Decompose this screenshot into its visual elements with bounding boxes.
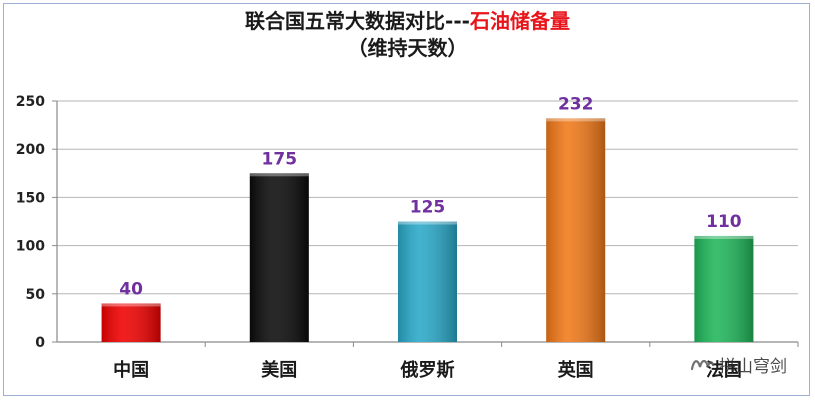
chart-title-highlight: 石油储备量 bbox=[469, 9, 570, 33]
y-tick-label: 50 bbox=[26, 287, 46, 303]
bars bbox=[101, 118, 754, 343]
bar-bevel bbox=[398, 221, 457, 225]
bar-bevel bbox=[546, 118, 606, 122]
chart-title-line: 联合国五常大数据对比---石油储备量 bbox=[0, 8, 815, 35]
data-label: 232 bbox=[558, 94, 594, 114]
data-label: 125 bbox=[410, 198, 446, 218]
y-tick-label: 250 bbox=[16, 94, 45, 110]
x-tick-label: 美国 bbox=[261, 359, 297, 381]
y-tick-label: 100 bbox=[16, 239, 45, 255]
x-tick-label: 中国 bbox=[113, 359, 149, 381]
chart-subtitle: （维持天数） bbox=[347, 36, 468, 60]
bar-shading bbox=[101, 303, 161, 342]
x-tick-label: 英国 bbox=[557, 359, 594, 381]
x-tick-label: 俄罗斯 bbox=[400, 359, 455, 381]
watermark: 拼山穹剑 bbox=[689, 352, 787, 377]
data-label: 40 bbox=[119, 279, 143, 299]
bar-shading bbox=[249, 173, 309, 342]
y-tick-label: 200 bbox=[16, 142, 45, 158]
y-tick-label: 0 bbox=[35, 335, 45, 351]
bar-bevel bbox=[694, 235, 754, 239]
bar-bevel bbox=[101, 303, 161, 307]
chart-title-main: 联合国五常大数据对比--- bbox=[245, 9, 470, 33]
wechat-channel-icon bbox=[690, 359, 715, 370]
chart-title: 联合国五常大数据对比---石油储备量 （维持天数） bbox=[0, 8, 815, 62]
x-tick-label: 法国 bbox=[706, 359, 742, 381]
watermark-text: 拼山穹剑 bbox=[719, 357, 787, 377]
axes: 0 50 100 150 200 250 中国 美国 俄罗斯 英国 法国 bbox=[16, 94, 799, 381]
data-label: 175 bbox=[262, 149, 298, 169]
data-label: 110 bbox=[706, 212, 742, 232]
y-tick-label: 150 bbox=[16, 190, 45, 206]
data-labels: 40 175 125 232 110 bbox=[119, 94, 742, 299]
bar-shading bbox=[546, 118, 606, 343]
bar-bevel bbox=[249, 173, 309, 177]
bar-shading bbox=[694, 235, 754, 342]
bar-shading bbox=[398, 221, 457, 342]
